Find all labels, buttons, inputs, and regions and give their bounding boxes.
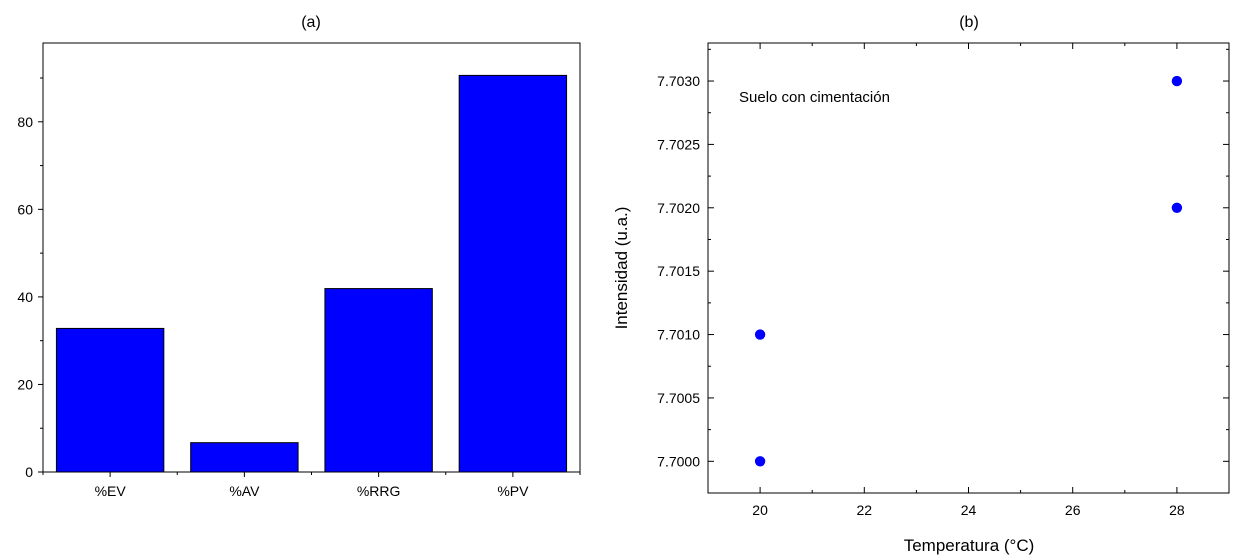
data-point [754, 329, 766, 340]
x-tick-label: 28 [1169, 502, 1185, 518]
x-tick-label: %PV [497, 483, 529, 499]
scatter-y-axis: 7.7000 7.7005 7.7010 7.7015 7.7020 7.7025 7.70… [657, 48, 1229, 469]
y-tick-label: 0 [25, 464, 33, 480]
x-tick-label: 20 [752, 502, 768, 518]
x-tick-label: 26 [1065, 502, 1081, 518]
scatter-annotation: Suelo con cimentación [739, 89, 890, 106]
y-tick-label: 7.7000 [657, 453, 700, 469]
x-tick-label: %AV [229, 483, 260, 499]
x-tick-label: 24 [961, 502, 977, 518]
panel-label-a: (a) [301, 14, 321, 31]
x-tick-label: %RRG [357, 483, 401, 499]
y-tick-label: 7.7020 [657, 200, 700, 216]
data-point [1171, 75, 1183, 87]
y-tick-label: 7.7015 [657, 263, 700, 279]
y-tick-label: 7.7025 [657, 136, 700, 152]
scatter-y-axis-title: Intensidad (u.a.) [612, 207, 631, 330]
bar-x-axis: %EV %AV %RRG %PV [42, 472, 581, 499]
y-tick-label: 7.7005 [657, 390, 700, 406]
y-tick-label: 80 [17, 114, 33, 130]
y-tick-label: 20 [17, 376, 33, 392]
x-tick-label: 22 [857, 502, 873, 518]
scatter-series [754, 75, 1183, 467]
bar [190, 442, 299, 473]
scatter-x-axis-title: Temperatura (°C) [904, 536, 1035, 555]
scatter-plot-frame [707, 42, 1230, 494]
bar [324, 288, 433, 473]
scatter-x-axis: 20 22 24 26 28 [707, 43, 1230, 518]
data-point [754, 456, 766, 467]
x-tick-label: %EV [95, 483, 127, 499]
bar-chart-panel: (a) 0 20 40 60 80 %EV %AV %RRG %PV [17, 14, 581, 499]
bar-y-axis: 0 20 40 60 80 [17, 77, 43, 480]
data-point [1171, 202, 1183, 213]
bar [458, 74, 568, 473]
bar-series [55, 74, 568, 473]
panel-label-b: (b) [959, 14, 979, 31]
y-tick-label: 60 [17, 201, 33, 217]
y-tick-label: 40 [17, 289, 33, 305]
y-tick-label: 7.7030 [657, 73, 700, 89]
y-tick-label: 7.7010 [657, 327, 700, 343]
scatter-chart-panel: (b) Suelo con cimentación 7.70007.70057.… [612, 14, 1230, 555]
bar [55, 327, 165, 473]
